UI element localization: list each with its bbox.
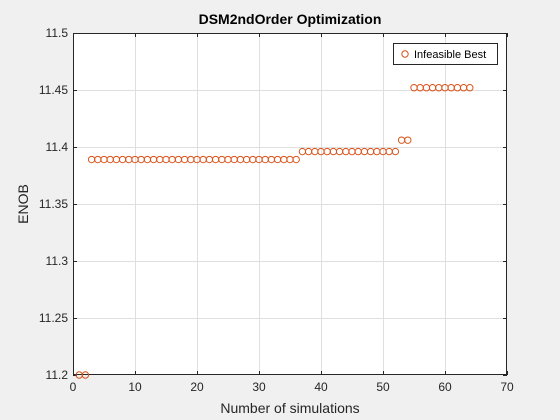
chart-title: DSM2ndOrder Optimization (199, 11, 382, 27)
data-point (292, 155, 300, 164)
x-tick-label: 30 (252, 380, 266, 394)
x-tick-label: 0 (70, 380, 77, 394)
legend: Infeasible Best (393, 43, 498, 65)
legend-box (393, 43, 498, 65)
y-tick-label: 11.3 (46, 254, 69, 268)
legend-label: Infeasible Best (414, 49, 486, 61)
data-point (391, 147, 400, 156)
legend-marker-icon (401, 50, 409, 58)
data-point (466, 84, 474, 92)
grid (73, 33, 507, 375)
plot-frame (73, 33, 507, 375)
x-tick-label: 60 (438, 380, 452, 394)
y-tick-label: 11.4 (46, 140, 69, 154)
x-axis-label: Number of simulations (220, 400, 359, 416)
y-tick-label: 11.5 (46, 26, 69, 40)
y-tick-labels: 11.2 11.25 11.3 11.35 11.4 11.45 11.5 (39, 26, 68, 382)
data-point (81, 371, 90, 379)
x-tick-label: 70 (500, 380, 514, 394)
y-tick-label: 11.45 (39, 83, 68, 97)
x-tick-label: 50 (376, 380, 390, 394)
x-tick-label: 10 (128, 380, 142, 394)
y-tick-label: 11.35 (39, 197, 68, 211)
y-tick-label: 11.25 (39, 311, 68, 325)
data-point (404, 136, 412, 144)
y-tick-label: 11.2 (46, 368, 69, 382)
x-tick-label: 20 (190, 380, 204, 394)
series-points (75, 84, 474, 379)
x-tick-label: 40 (314, 380, 328, 394)
x-tick-labels: 0 10 20 30 40 50 60 70 (70, 380, 514, 394)
y-axis-label: ENOB (15, 184, 31, 224)
